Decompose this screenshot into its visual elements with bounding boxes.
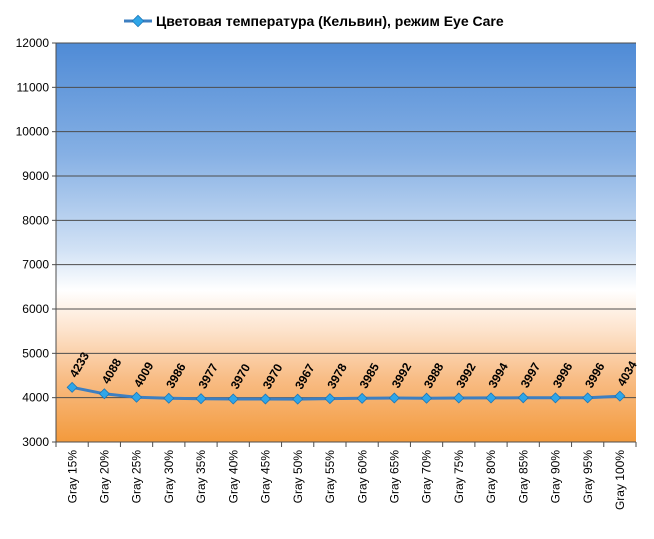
x-tick-label: Gray 85% xyxy=(516,450,530,504)
data-point-marker xyxy=(227,393,239,405)
y-tick-label: 10000 xyxy=(16,125,50,139)
data-point-marker xyxy=(421,392,433,404)
data-point-marker xyxy=(614,390,626,402)
data-point-marker xyxy=(388,392,400,404)
data-point-marker xyxy=(131,391,143,403)
y-tick-label: 5000 xyxy=(22,346,49,360)
legend: Цветовая температура (Кельвин), режим Ey… xyxy=(124,13,504,29)
x-tick-label: Gray 15% xyxy=(65,450,79,504)
data-point-marker xyxy=(163,392,175,404)
data-point-marker xyxy=(356,392,368,404)
x-tick-label: Gray 100% xyxy=(613,450,627,510)
x-tick-label: Gray 80% xyxy=(484,450,498,504)
x-tick-label: Gray 30% xyxy=(162,450,176,504)
x-tick-label: Gray 70% xyxy=(420,450,434,504)
x-tick-label: Gray 55% xyxy=(323,450,337,504)
data-point-marker xyxy=(98,388,110,400)
data-point-marker xyxy=(66,381,78,393)
y-tick-label: 4000 xyxy=(22,391,49,405)
x-tick-label: Gray 35% xyxy=(194,450,208,504)
data-point-marker xyxy=(324,393,336,405)
x-axis-tick-labels: Gray 15% Gray 20% Gray 25% Gray 30% Gray 35%… xyxy=(65,450,627,510)
series-markers xyxy=(66,381,626,405)
legend-label: Цветовая температура (Кельвин), режим Ey… xyxy=(156,13,504,29)
grid-lines xyxy=(52,42,637,447)
x-tick-label: Gray 45% xyxy=(259,450,273,504)
plot-area xyxy=(56,43,636,442)
x-tick-label: Gray 50% xyxy=(291,450,305,504)
y-axis-tick-labels: 3000 4000 5000 6000 7000 8000 9000 10000 11000 12… xyxy=(16,36,50,449)
x-tick-label: Gray 90% xyxy=(549,450,563,504)
data-point-marker xyxy=(453,392,465,404)
y-tick-label: 9000 xyxy=(22,169,49,183)
x-tick-label: Gray 40% xyxy=(226,450,240,504)
y-tick-label: 8000 xyxy=(22,213,49,227)
data-point-marker xyxy=(259,393,271,405)
x-tick-label: Gray 20% xyxy=(98,450,112,504)
data-point-marker xyxy=(549,392,561,404)
data-point-marker xyxy=(582,392,594,404)
data-point-marker xyxy=(517,392,529,404)
y-tick-label: 11000 xyxy=(17,80,50,94)
x-tick-label: Gray 75% xyxy=(452,450,466,504)
x-tick-label: Gray 60% xyxy=(355,450,369,504)
legend-marker-icon xyxy=(131,14,145,28)
y-tick-label: 12000 xyxy=(16,36,50,50)
y-tick-label: 6000 xyxy=(22,302,49,316)
y-tick-label: 3000 xyxy=(22,435,49,449)
x-tick-label: Gray 25% xyxy=(130,450,144,504)
data-point-marker xyxy=(485,392,497,404)
x-tick-label: Gray 65% xyxy=(388,450,402,504)
y-tick-label: 7000 xyxy=(22,258,49,272)
data-point-marker xyxy=(292,393,304,405)
x-tick-label: Gray 95% xyxy=(581,450,595,504)
data-point-marker xyxy=(195,393,207,405)
